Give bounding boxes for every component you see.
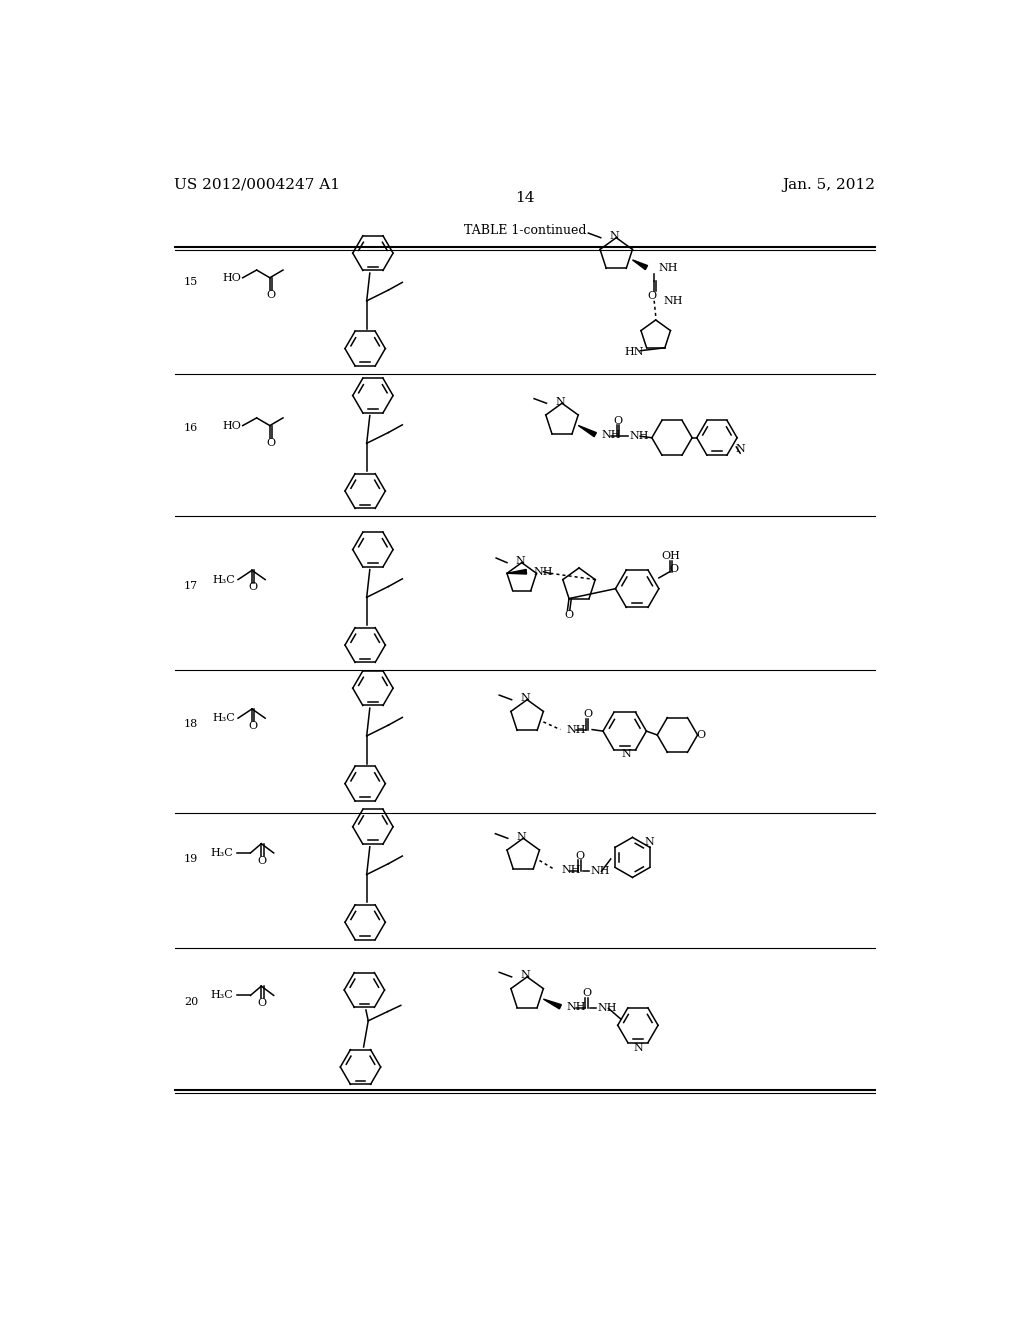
Text: 17: 17 bbox=[183, 581, 198, 591]
Text: HO: HO bbox=[222, 421, 241, 430]
Text: 14: 14 bbox=[515, 191, 535, 205]
Text: 20: 20 bbox=[183, 997, 198, 1007]
Text: NH: NH bbox=[591, 866, 610, 876]
Text: 15: 15 bbox=[183, 277, 198, 286]
Text: NH: NH bbox=[566, 725, 586, 735]
Text: H₃C: H₃C bbox=[211, 847, 233, 858]
Text: HO: HO bbox=[222, 273, 241, 282]
Text: O: O bbox=[564, 610, 573, 619]
Text: O: O bbox=[248, 721, 257, 731]
Text: O: O bbox=[266, 437, 275, 447]
Text: N: N bbox=[610, 231, 620, 242]
Text: N: N bbox=[645, 837, 654, 847]
Text: OH: OH bbox=[662, 552, 680, 561]
Text: O: O bbox=[257, 855, 266, 866]
Text: TABLE 1-continued: TABLE 1-continued bbox=[464, 224, 586, 238]
Text: NH: NH bbox=[658, 263, 678, 273]
Text: 19: 19 bbox=[183, 854, 198, 865]
Text: NH: NH bbox=[630, 432, 649, 441]
Text: 18: 18 bbox=[183, 719, 198, 730]
Polygon shape bbox=[544, 999, 561, 1008]
Text: H₃C: H₃C bbox=[211, 990, 233, 1001]
Text: N: N bbox=[515, 556, 525, 566]
Text: N: N bbox=[622, 750, 631, 759]
Text: NH: NH bbox=[664, 296, 683, 306]
Text: Jan. 5, 2012: Jan. 5, 2012 bbox=[782, 178, 876, 191]
Text: O: O bbox=[257, 998, 266, 1008]
Text: O: O bbox=[696, 730, 706, 741]
Text: NH: NH bbox=[601, 430, 621, 440]
Text: N: N bbox=[735, 444, 745, 454]
Text: O: O bbox=[647, 292, 656, 301]
Text: NH: NH bbox=[561, 865, 581, 875]
Text: O: O bbox=[248, 582, 257, 593]
Text: N: N bbox=[517, 832, 526, 842]
Text: H₃C: H₃C bbox=[212, 574, 234, 585]
Text: N: N bbox=[556, 397, 565, 407]
Text: NH: NH bbox=[598, 1003, 617, 1014]
Text: US 2012/0004247 A1: US 2012/0004247 A1 bbox=[174, 178, 341, 191]
Polygon shape bbox=[579, 425, 596, 437]
Text: HN: HN bbox=[625, 347, 644, 358]
Text: O: O bbox=[613, 416, 623, 426]
Text: NH: NH bbox=[566, 1002, 586, 1012]
Text: O: O bbox=[575, 851, 585, 861]
Text: NH: NH bbox=[534, 566, 553, 577]
Text: N: N bbox=[520, 970, 530, 981]
Text: O: O bbox=[583, 987, 591, 998]
Text: O: O bbox=[670, 565, 679, 574]
Text: N: N bbox=[633, 1043, 643, 1053]
Text: O: O bbox=[266, 289, 275, 300]
Polygon shape bbox=[633, 260, 647, 269]
Text: O: O bbox=[583, 709, 592, 719]
Text: N: N bbox=[520, 693, 530, 704]
Text: 16: 16 bbox=[183, 422, 198, 433]
Polygon shape bbox=[507, 569, 526, 574]
Text: H₃C: H₃C bbox=[212, 713, 234, 723]
